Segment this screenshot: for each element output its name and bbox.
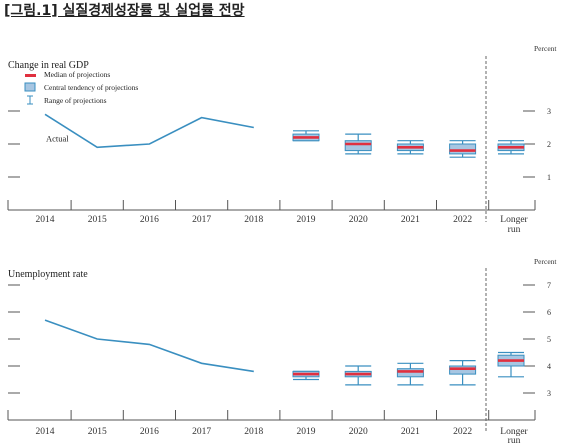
- panel2-x-tick-label: 2018: [244, 427, 263, 437]
- panel2-x-tick-label: run: [508, 436, 521, 446]
- panel2-x-tick-label: 2019: [297, 427, 316, 437]
- panel1-x-tick-label: 2019: [297, 215, 316, 225]
- panel1-unit-label: Percent: [534, 44, 557, 53]
- panel1-x-tick-label: 2017: [192, 215, 211, 225]
- panel2-unit-label: Percent: [534, 257, 557, 266]
- legend-median-label: Median of projections: [44, 70, 110, 79]
- panel1-x-tick-label: run: [508, 225, 521, 235]
- panel2-y-tick-label: 4: [547, 362, 551, 371]
- panel1-x-tick-label: 2014: [36, 215, 55, 225]
- legend-range-label: Range of projections: [44, 96, 107, 105]
- panel2-x-tick-label: Longer: [500, 427, 528, 437]
- panel1-x-tick-label: 2022: [453, 215, 472, 225]
- panel1-y-tick-label: 2: [547, 140, 551, 149]
- panel2-y-tick-label: 3: [547, 389, 551, 398]
- legend-central-swatch: [24, 82, 36, 92]
- panel1-actual-series-line: [44, 113, 254, 149]
- panel1-x-tick-label: 2018: [244, 215, 263, 225]
- panel2-y-tick-label: 7: [547, 281, 551, 290]
- panel2-x-tick-label: 2016: [140, 427, 159, 437]
- panel2-x-tick-label: 2015: [88, 427, 107, 437]
- panel1-x-tick-label: 2020: [349, 215, 368, 225]
- panel2-x-tick-label: 2014: [36, 427, 55, 437]
- panel2-central-tendency-box: [396, 368, 424, 378]
- panel1-central-tendency-box: [344, 140, 372, 152]
- panel1-x-tick-label: Longer: [500, 215, 528, 225]
- panel1-central-tendency-box: [449, 143, 477, 155]
- figure-title: [그림.1] 실질경제성장률 및 실업률 전망: [4, 3, 245, 19]
- panel1-y-tick-label: 1: [547, 173, 551, 182]
- panel2-y-tick-label: 6: [547, 308, 551, 317]
- panel2-x-tick-label: 2017: [192, 427, 211, 437]
- panel1-x-tick-label: 2016: [140, 215, 159, 225]
- panel1-chart-title: Change in real GDP: [8, 60, 89, 71]
- panel1-actual-annotation: Actual: [46, 134, 69, 144]
- legend-median-swatch: [25, 74, 36, 77]
- panel2-chart-title: Unemployment rate: [8, 269, 88, 280]
- panel2-y-tick-label: 5: [547, 335, 551, 344]
- panel2-central-tendency-box: [449, 365, 477, 375]
- panel2-x-tick-label: 2020: [349, 427, 368, 437]
- panel2-actual-series-line: [44, 319, 254, 373]
- panel2-x-tick-label: 2021: [401, 427, 420, 437]
- panel2-x-tick-label: 2022: [453, 427, 472, 437]
- panel1-x-tick-label: 2021: [401, 215, 420, 225]
- legend-central-label: Central tendency of projections: [44, 83, 138, 92]
- panel1-x-tick-label: 2015: [88, 215, 107, 225]
- panel1-y-tick-label: 3: [547, 107, 551, 116]
